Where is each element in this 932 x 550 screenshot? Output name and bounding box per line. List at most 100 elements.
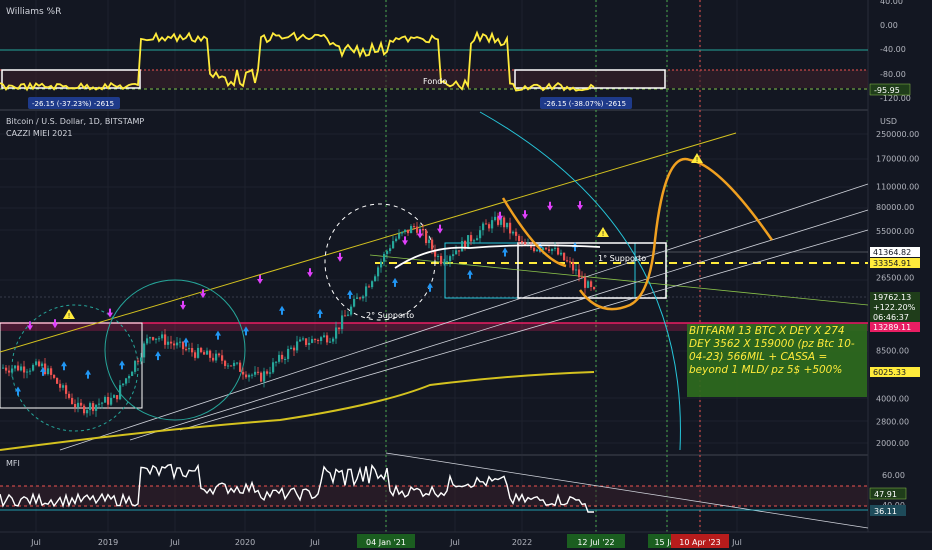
warning-icon: ! bbox=[63, 309, 75, 320]
price-tick: 26500.00 bbox=[876, 274, 914, 283]
price-candle bbox=[560, 252, 563, 255]
trend-line-lower-c bbox=[179, 229, 869, 431]
price-tick: 250000.00 bbox=[876, 130, 919, 139]
price-candle bbox=[440, 255, 443, 265]
price-candle bbox=[452, 254, 455, 257]
price-candle bbox=[329, 341, 332, 343]
price-label-bg bbox=[870, 367, 920, 377]
price-candle bbox=[404, 229, 407, 233]
price-tick: 80000.00 bbox=[876, 203, 914, 212]
price-candle bbox=[122, 383, 125, 386]
price-candle bbox=[515, 231, 518, 236]
price-candle bbox=[188, 348, 191, 350]
price-candle bbox=[494, 216, 497, 221]
price-candle bbox=[536, 249, 539, 252]
price-candle bbox=[287, 348, 290, 359]
sell-signal-icon bbox=[27, 321, 33, 331]
price-tick: 2000.00 bbox=[876, 439, 909, 448]
time-tick: Jul bbox=[169, 538, 180, 547]
price-label: 41364.82 bbox=[873, 248, 911, 257]
price-candle bbox=[68, 393, 71, 398]
williams-fondo-label: Fondo bbox=[423, 77, 447, 86]
time-tick: 2019 bbox=[98, 538, 118, 547]
price-candle bbox=[89, 403, 92, 411]
mfi-trend-line bbox=[385, 452, 869, 529]
price-candle bbox=[104, 397, 107, 403]
price-candle bbox=[158, 338, 161, 340]
annotation-box bbox=[687, 324, 867, 397]
buy-signal-icon bbox=[183, 337, 189, 347]
price-candle bbox=[131, 371, 134, 377]
price-label-bg bbox=[870, 312, 920, 322]
time-tick: Jul bbox=[309, 538, 320, 547]
price-candle bbox=[101, 402, 104, 404]
mfi-tick-60: 60.00 bbox=[882, 471, 905, 480]
price-candle bbox=[71, 397, 74, 405]
price-candle bbox=[155, 338, 158, 340]
price-candle bbox=[167, 341, 170, 345]
mfi-title: MFI bbox=[6, 459, 20, 468]
price-candle bbox=[347, 314, 350, 316]
time-tick: 2022 bbox=[512, 538, 532, 547]
price-candle bbox=[248, 374, 251, 378]
time-tick: Jul bbox=[449, 538, 460, 547]
time-axis-bg bbox=[0, 532, 932, 550]
price-candle bbox=[149, 337, 152, 339]
price-candle bbox=[398, 233, 401, 239]
price-candle bbox=[377, 267, 380, 277]
williams-measure-right-bg bbox=[540, 97, 632, 109]
price-candle bbox=[476, 238, 479, 241]
price-candle bbox=[332, 338, 335, 342]
williams-box-right bbox=[514, 69, 666, 89]
price-candle bbox=[44, 363, 47, 375]
time-tick: 10 Apr '23 bbox=[679, 538, 720, 547]
price-candle bbox=[83, 405, 86, 414]
price-candle bbox=[20, 366, 23, 371]
price-candle bbox=[320, 337, 323, 341]
time-tick: Jul bbox=[30, 538, 41, 547]
trend-line-green bbox=[369, 254, 869, 306]
price-candle bbox=[56, 377, 59, 384]
price-candle bbox=[305, 338, 308, 345]
price-label: 19762.13 bbox=[873, 293, 911, 302]
price-tick: 8500.00 bbox=[876, 346, 909, 355]
price-candle bbox=[368, 286, 371, 288]
price-candle bbox=[416, 226, 419, 233]
price-candle bbox=[185, 349, 188, 351]
mfi-line bbox=[0, 463, 594, 513]
mfi-band-zone bbox=[0, 486, 868, 506]
price-candle bbox=[359, 297, 362, 299]
price-candle bbox=[485, 223, 488, 225]
price-candle bbox=[212, 357, 215, 361]
time-tick-highlight bbox=[357, 534, 415, 548]
price-subtitle: CAZZI MIEI 2021 bbox=[6, 129, 73, 138]
price-candle bbox=[344, 315, 347, 317]
price-candle bbox=[545, 247, 548, 250]
price-candle bbox=[386, 251, 389, 254]
price-candle bbox=[491, 220, 494, 229]
sell-signal-icon bbox=[497, 211, 503, 221]
price-candle bbox=[479, 230, 482, 239]
price-candle bbox=[455, 250, 458, 255]
price-tick: 4000.00 bbox=[876, 395, 909, 404]
buy-signal-icon bbox=[392, 277, 398, 287]
price-label-bg bbox=[870, 247, 920, 257]
sell-signal-icon bbox=[402, 236, 408, 246]
range-box-2019 bbox=[0, 322, 143, 409]
mfi-value-1-bg bbox=[869, 487, 907, 500]
price-candle bbox=[509, 222, 512, 234]
williams-title: Williams %R bbox=[6, 7, 61, 17]
price-candle bbox=[548, 249, 551, 252]
price-candle bbox=[311, 339, 314, 343]
price-candle bbox=[587, 281, 590, 288]
price-candle bbox=[500, 217, 503, 225]
sell-signal-icon bbox=[180, 300, 186, 310]
price-candle bbox=[92, 403, 95, 411]
buy-signal-icon bbox=[279, 305, 285, 315]
price-candle bbox=[437, 255, 440, 257]
price-candle bbox=[227, 365, 230, 367]
sell-signal-icon bbox=[547, 201, 553, 211]
cycle-circle-2019 bbox=[11, 304, 139, 432]
price-tick: 55000.00 bbox=[876, 227, 914, 236]
price-candle bbox=[218, 353, 221, 356]
